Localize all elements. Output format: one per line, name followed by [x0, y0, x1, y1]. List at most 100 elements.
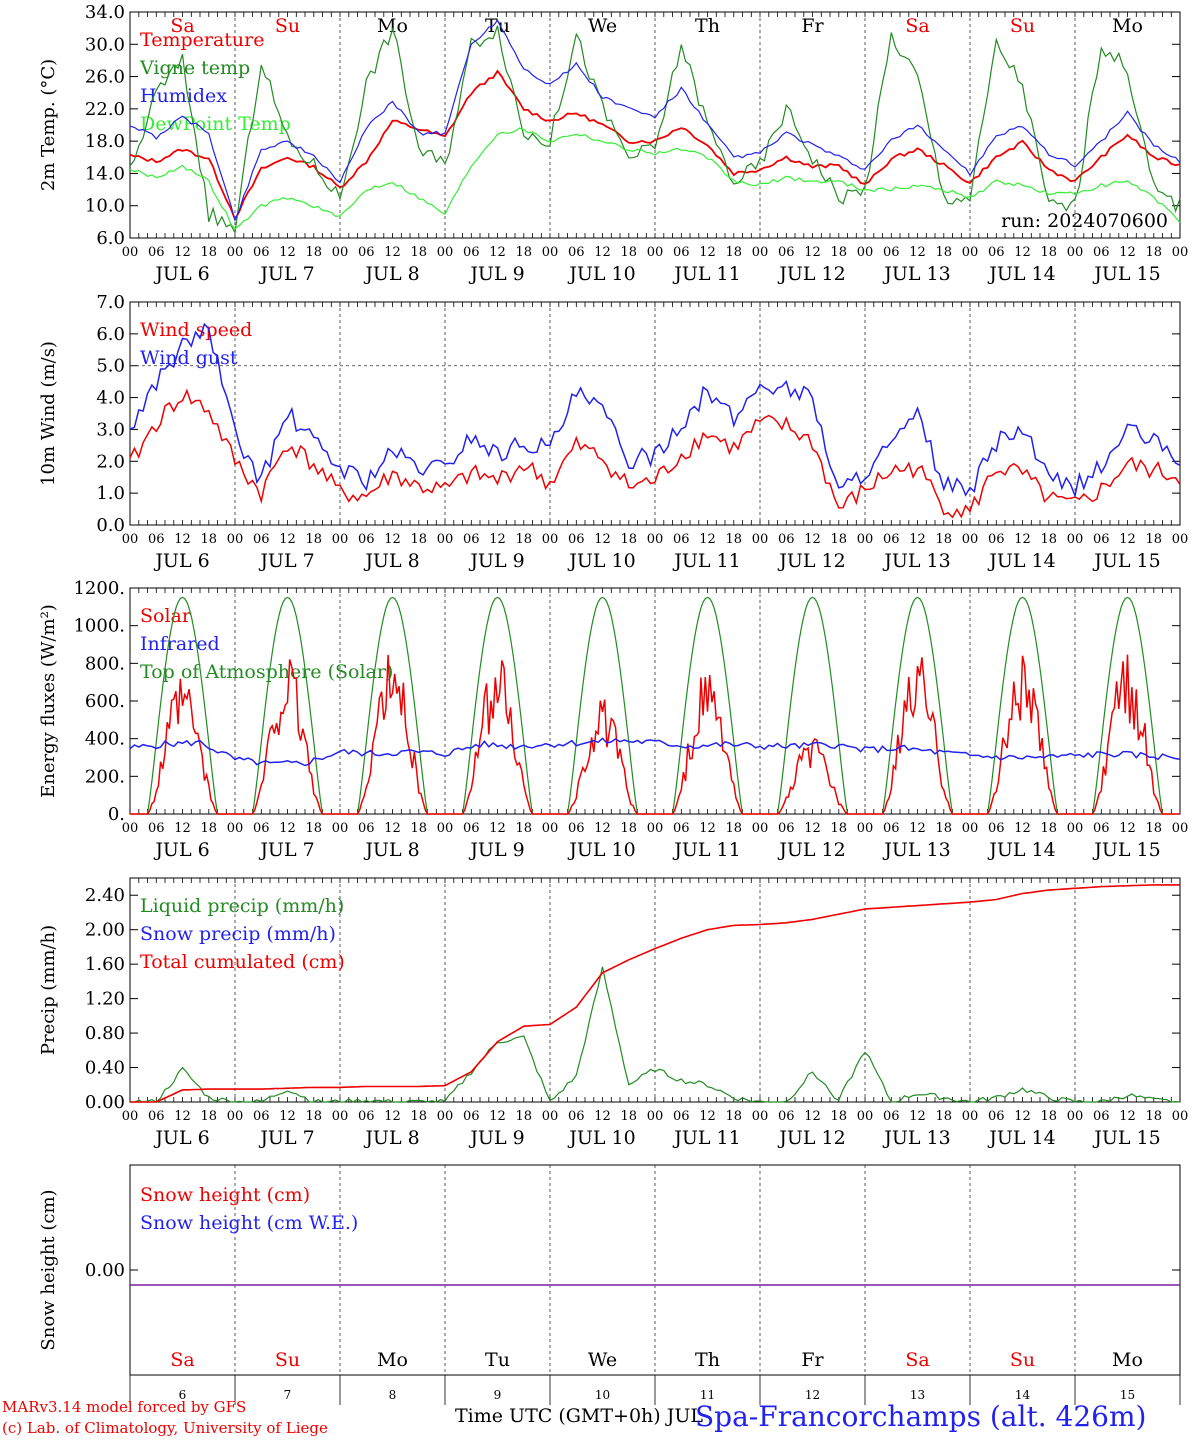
hour-label: 12 [909, 245, 926, 260]
hour-label: 12 [489, 821, 506, 836]
day-label: JUL 12 [777, 263, 845, 285]
hour-ticks-2 [129, 302, 1181, 525]
y-axis-label: 10m Wind (m/s) [38, 341, 59, 486]
hour-label: 00 [647, 1109, 664, 1124]
day-label: JUL 7 [258, 550, 314, 572]
model-credit: MARv3.14 model forced by GFS [2, 1398, 247, 1416]
weekday-label-bottom: Tu [485, 1349, 510, 1371]
hour-label: 18 [935, 532, 952, 547]
day-label: JUL 14 [987, 263, 1055, 285]
weekday-label: We [588, 15, 617, 37]
hour-label: 06 [1093, 532, 1110, 547]
hour-label: 12 [1119, 821, 1136, 836]
legend-item: Snow height (cm W.E.) [140, 1212, 358, 1234]
day-label: JUL 11 [672, 263, 740, 285]
legend-item: DewPoint Temp [140, 113, 291, 135]
hour-ticks-1 [129, 12, 1181, 238]
day-number-label: 10 [595, 1388, 610, 1402]
day-label: JUL 9 [468, 263, 524, 285]
y-tick-label: 1.60 [85, 954, 125, 975]
hour-label: 06 [568, 821, 585, 836]
hour-label: 00 [1172, 1109, 1189, 1124]
hour-label: 06 [673, 245, 690, 260]
hour-label: 12 [699, 821, 716, 836]
hour-label: 06 [148, 532, 165, 547]
hour-label: 06 [463, 245, 480, 260]
hour-label: 06 [778, 821, 795, 836]
hour-label: 00 [1067, 245, 1084, 260]
hour-label: 12 [804, 1109, 821, 1124]
hour-label: 18 [830, 245, 847, 260]
hour-label: 00 [962, 1109, 979, 1124]
y-tick-label: 18.0 [85, 131, 125, 152]
y-tick-label: 1200. [73, 578, 125, 599]
legend-item: Wind speed [140, 319, 252, 341]
hour-label: 12 [1014, 245, 1031, 260]
hour-label: 12 [384, 821, 401, 836]
hour-label: 00 [437, 532, 454, 547]
hour-label: 18 [515, 821, 532, 836]
hour-label: 00 [332, 532, 349, 547]
hour-label: 12 [699, 532, 716, 547]
hour-label: 06 [148, 821, 165, 836]
hour-label: 06 [463, 1109, 480, 1124]
day-number-label: 15 [1120, 1388, 1135, 1402]
y-tick-label: 5.0 [96, 356, 125, 377]
hour-label: 12 [699, 245, 716, 260]
day-label: JUL 13 [882, 263, 950, 285]
hour-label: 18 [935, 821, 952, 836]
day-label: JUL 13 [882, 1127, 950, 1149]
day-label: JUL 7 [258, 1127, 314, 1149]
hour-label: 18 [410, 245, 427, 260]
legend-item: Top of Atmosphere (Solar) [140, 661, 393, 683]
day-label: JUL 15 [1092, 550, 1160, 572]
legend-item: Snow height (cm) [140, 1184, 310, 1206]
day-number-label: 6 [179, 1388, 187, 1402]
day-label: JUL 8 [363, 839, 419, 861]
day-label: JUL 15 [1092, 1127, 1160, 1149]
day-label: JUL 10 [567, 263, 635, 285]
hour-label: 06 [253, 1109, 270, 1124]
hour-label: 18 [1145, 821, 1162, 836]
hour-label: 06 [778, 532, 795, 547]
y-tick-label: 0.0 [96, 515, 125, 536]
y-tick-label: 4.0 [96, 388, 125, 409]
hour-label: 00 [122, 245, 139, 260]
hour-label: 06 [358, 821, 375, 836]
hour-label: 00 [542, 532, 559, 547]
day-label: JUL 13 [882, 550, 950, 572]
hour-label: 12 [489, 1109, 506, 1124]
day-number-label: 7 [284, 1388, 292, 1402]
series-line-wind-speed [129, 388, 1181, 519]
day-number-label: 13 [910, 1388, 925, 1402]
y-tick-label: 0. [108, 804, 125, 825]
hour-label: 18 [620, 245, 637, 260]
hour-label: 06 [988, 1109, 1005, 1124]
hour-label: 12 [594, 1109, 611, 1124]
y-tick-label: 6.0 [96, 324, 125, 345]
hour-label: 18 [305, 821, 322, 836]
hour-label: 00 [122, 1109, 139, 1124]
series-line-wind-gust [129, 322, 1181, 499]
hour-label: 06 [253, 532, 270, 547]
weekday-label-bottom: We [588, 1349, 617, 1371]
weekday-label: Mo [1112, 15, 1143, 37]
day-label: JUL 13 [882, 839, 950, 861]
hour-label: 00 [752, 245, 769, 260]
hour-label: 12 [489, 532, 506, 547]
weekday-label-bottom: Su [275, 1349, 300, 1371]
series-line-total-cumulated [130, 884, 1180, 1103]
hour-label: 18 [200, 532, 217, 547]
y-tick-label: 600. [85, 691, 125, 712]
hour-label: 18 [305, 1109, 322, 1124]
hour-label: 06 [988, 532, 1005, 547]
hour-label: 18 [1145, 245, 1162, 260]
series-line-vigne-temp [129, 25, 1181, 235]
weekday-label: Su [1010, 15, 1035, 37]
hour-label: 06 [568, 1109, 585, 1124]
hour-label: 18 [1145, 1109, 1162, 1124]
hour-label: 06 [253, 821, 270, 836]
legend-item: Temperature [140, 29, 264, 51]
hour-label: 06 [883, 532, 900, 547]
